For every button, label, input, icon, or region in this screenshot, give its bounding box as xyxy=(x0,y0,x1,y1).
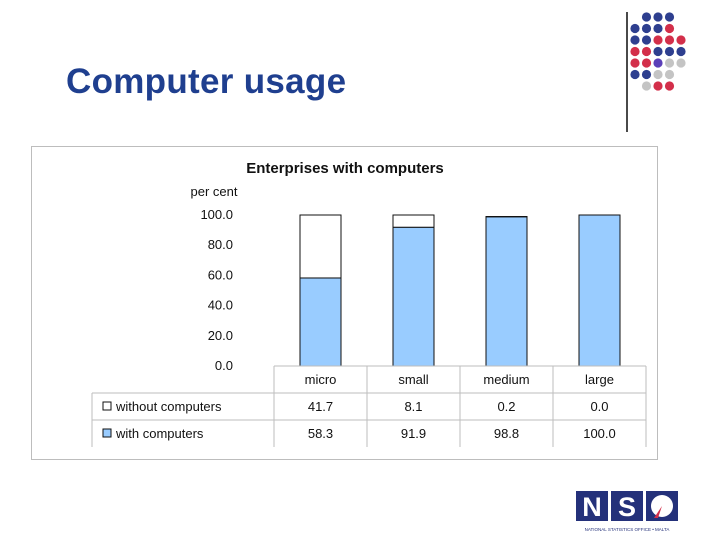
bar-chart: Enterprises with computers per cent 0.0 20.… xyxy=(91,160,647,447)
decor-dot xyxy=(641,81,652,91)
chart-title: Enterprises with computers xyxy=(246,160,444,177)
decor-dot xyxy=(630,69,640,80)
legend-swatch xyxy=(102,428,112,438)
logo-box-n xyxy=(576,491,608,521)
data-label: 8.1 xyxy=(404,399,422,414)
chart-frame: Enterprises with computers per cent 0.0 20.… xyxy=(31,146,658,460)
category-label: small xyxy=(398,372,428,387)
decor-dot xyxy=(630,23,640,34)
bar-with-computers xyxy=(578,214,621,367)
decor-dot xyxy=(664,58,675,68)
decorative-dot-grid xyxy=(630,12,686,91)
nso-logo: N S NATIONAL STATISTICS OFFICE • MALTA xyxy=(576,491,678,532)
data-label: 98.8 xyxy=(494,426,519,441)
decor-dot xyxy=(641,58,652,68)
logo-caption: NATIONAL STATISTICS OFFICE • MALTA xyxy=(585,527,670,532)
y-tick-label: 0.0 xyxy=(215,358,233,373)
decor-dot xyxy=(641,12,652,22)
data-label: 100.0 xyxy=(583,426,616,441)
decor-dot xyxy=(653,69,663,80)
decor-dot xyxy=(664,12,675,22)
decor-dot xyxy=(630,46,640,57)
y-tick-label: 60.0 xyxy=(208,267,233,282)
y-tick-label: 100.0 xyxy=(200,207,233,222)
category-label: large xyxy=(585,372,614,387)
logo-o-wedge xyxy=(654,506,662,518)
decor-dot xyxy=(641,23,652,34)
decor-dot xyxy=(676,58,686,68)
decor-dot xyxy=(641,69,652,80)
y-tick-label: 40.0 xyxy=(208,298,233,313)
logo-box-s xyxy=(611,491,643,521)
data-label: 0.0 xyxy=(590,399,608,414)
data-label: 41.7 xyxy=(308,399,333,414)
decor-dot xyxy=(653,35,663,45)
data-label: 58.3 xyxy=(308,426,333,441)
category-label: micro xyxy=(305,372,337,387)
slide-title: Computer usage xyxy=(66,62,347,101)
logo-letter-s: S xyxy=(618,492,636,522)
decor-dot xyxy=(664,81,675,91)
decor-dot xyxy=(630,35,640,45)
bar-with-computers xyxy=(392,226,435,367)
divider-line xyxy=(626,12,628,132)
decor-dot xyxy=(641,35,652,45)
category-label: medium xyxy=(483,372,529,387)
y-tick-label: 80.0 xyxy=(208,237,233,252)
decor-dot xyxy=(653,23,663,34)
decor-dot xyxy=(664,35,675,45)
bar-with-computers xyxy=(299,277,342,367)
y-axis-label: per cent xyxy=(191,184,238,199)
decor-dot xyxy=(664,69,675,80)
decor-dot xyxy=(653,12,663,22)
decor-dot xyxy=(630,58,640,68)
bar-with-computers xyxy=(485,216,528,367)
decor-dot xyxy=(676,35,686,45)
y-tick-label: 20.0 xyxy=(208,328,233,343)
data-label: 91.9 xyxy=(401,426,426,441)
legend-swatch xyxy=(102,401,112,411)
decor-dot xyxy=(664,23,675,34)
logo-letter-n: N xyxy=(582,492,602,522)
data-label: 0.2 xyxy=(497,399,515,414)
decor-dot xyxy=(653,58,663,68)
decor-dot xyxy=(653,81,663,91)
decor-dot xyxy=(653,46,663,57)
bar-without-computers xyxy=(392,214,435,228)
bar-without-computers xyxy=(299,214,342,279)
legend-label: without computers xyxy=(115,399,222,414)
decor-dot xyxy=(664,46,675,57)
decor-dot xyxy=(676,46,686,57)
legend-label: with computers xyxy=(115,426,204,441)
decor-dot xyxy=(641,46,652,57)
